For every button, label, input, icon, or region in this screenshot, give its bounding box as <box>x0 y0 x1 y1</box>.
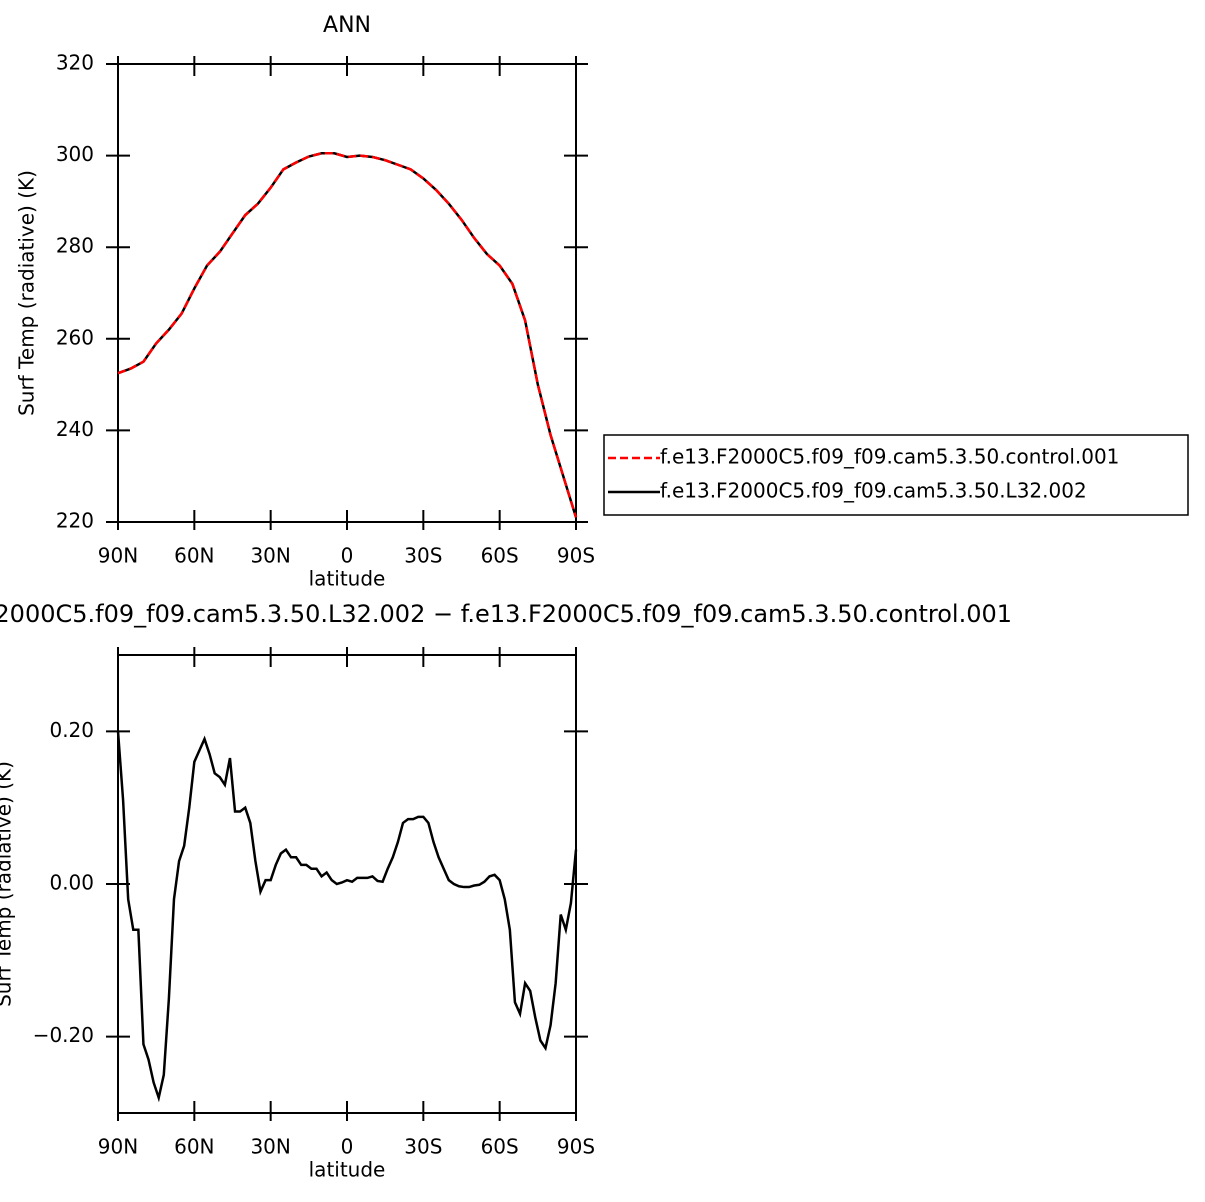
y-tick-label: 260 <box>56 325 94 349</box>
x-tick-label: 0 <box>341 544 354 568</box>
y-tick-label: 0.00 <box>49 871 94 895</box>
y-axis-label: Surf Temp (radiative) (K) <box>0 761 16 1007</box>
legend-box <box>603 434 1189 516</box>
x-tick-label: 30N <box>250 1135 290 1159</box>
y-tick-label: 0.20 <box>49 718 94 742</box>
plot-frame <box>117 654 577 1114</box>
legend-label: f.e13.F2000C5.f09_f09.cam5.3.50.L32.002 <box>660 479 1087 503</box>
x-tick-label: 90N <box>98 1135 138 1159</box>
x-tick-label: 60S <box>481 544 519 568</box>
x-tick-label: 60N <box>174 1135 214 1159</box>
data-line <box>116 731 578 1103</box>
x-tick-label: 0 <box>341 1135 354 1159</box>
x-tick-label: 60N <box>174 544 214 568</box>
x-axis-label: latitude <box>309 1158 386 1182</box>
x-tick-label: 30N <box>250 544 290 568</box>
x-tick-label: 30S <box>404 544 442 568</box>
x-tick-label: 90S <box>557 1135 595 1159</box>
x-tick-label: 90S <box>557 544 595 568</box>
x-tick-label: 30S <box>404 1135 442 1159</box>
y-tick-label: 240 <box>56 417 94 441</box>
y-tick-label: 320 <box>56 51 94 75</box>
legend-label: f.e13.F2000C5.f09_f09.cam5.3.50.control.… <box>660 445 1119 469</box>
chart-title: ANN <box>323 13 371 38</box>
y-tick-label: 300 <box>56 142 94 166</box>
data-line <box>117 152 578 518</box>
y-tick-label: 280 <box>56 234 94 258</box>
y-axis-label: Surf Temp (radiative) (K) <box>15 170 39 416</box>
y-tick-label: 220 <box>56 509 94 533</box>
data-line <box>117 152 578 518</box>
x-tick-label: 60S <box>481 1135 519 1159</box>
x-axis-label: latitude <box>309 567 386 591</box>
x-tick-label: 90N <box>98 544 138 568</box>
y-tick-label: −0.20 <box>33 1023 94 1047</box>
plot-frame <box>117 63 577 523</box>
chart-title: f.e13.F2000C5.f09_f09.cam5.3.50.L32.002 … <box>0 600 1012 628</box>
